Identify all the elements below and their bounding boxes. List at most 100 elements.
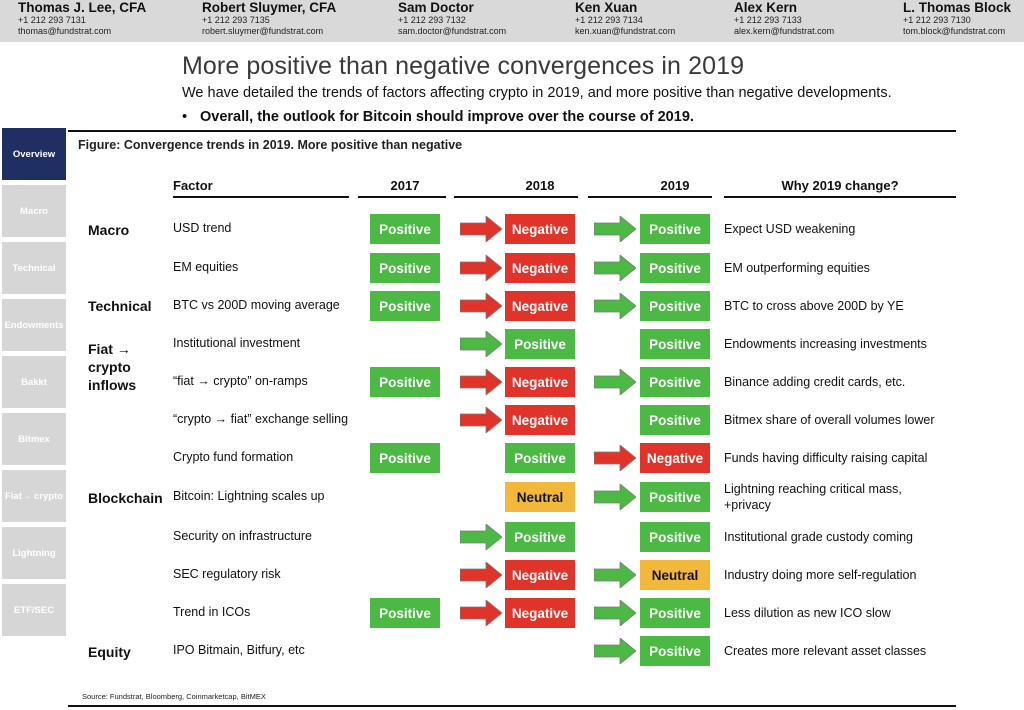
- red-arrow-icon: [459, 254, 503, 282]
- sidebar-item-bitmex[interactable]: Bitmex: [2, 413, 66, 465]
- green-arrow-icon: [459, 523, 503, 551]
- analyst-email[interactable]: thomas@fundstrat.com: [18, 26, 112, 36]
- status-badge-y2017: Positive: [370, 291, 440, 321]
- analyst-phone: +1 212 293 7130: [903, 15, 971, 25]
- green-arrow-icon: [593, 292, 637, 320]
- change-reason: Less dilution as new ICO slow: [724, 606, 891, 620]
- sidebar-item-fiat-crypto[interactable]: Fiat→ crypto: [2, 470, 66, 522]
- sidebar-item-bakkt[interactable]: Bakkt: [2, 356, 66, 408]
- analyst-name: Thomas J. Lee, CFA: [18, 0, 147, 15]
- status-badge-y2019: Positive: [640, 522, 710, 552]
- analyst-contact: Alex Kern +1 212 293 7133 alex.kern@fund…: [734, 0, 834, 37]
- factor-label: SEC regulatory risk: [173, 567, 281, 581]
- status-badge-y2017: Positive: [370, 367, 440, 397]
- status-badge-y2019: Positive: [640, 367, 710, 397]
- status-badge-y2019: Positive: [640, 291, 710, 321]
- analyst-header-bar: Thomas J. Lee, CFA +1 212 293 7131 thoma…: [0, 0, 1024, 42]
- factor-label: IPO Bitmain, Bitfury, etc: [173, 643, 305, 657]
- analyst-name: Sam Doctor: [398, 0, 474, 15]
- analyst-phone: +1 212 293 7135: [202, 15, 270, 25]
- status-badge-y2019: Neutral: [640, 560, 710, 590]
- analyst-email[interactable]: ken.xuan@fundstrat.com: [575, 26, 676, 36]
- column-header-2017: 2017: [390, 178, 420, 193]
- status-badge-y2019: Positive: [640, 482, 710, 512]
- sidebar-item-etf-sec[interactable]: ETF/SEC: [2, 584, 66, 636]
- green-arrow-icon: [459, 330, 503, 358]
- sidebar-item-endowments[interactable]: Endowments: [2, 299, 66, 351]
- factor-label: “crypto → fiat” exchange selling: [173, 412, 349, 426]
- key-takeaway-bullet: • Overall, the outlook for Bitcoin should…: [182, 109, 694, 125]
- green-arrow-icon: [593, 215, 637, 243]
- sidebar-item-lightning[interactable]: Lightning: [2, 527, 66, 579]
- column-header-factor: Factor: [173, 178, 213, 193]
- sidebar-item-macro[interactable]: Macro: [2, 185, 66, 237]
- analyst-contact: Thomas J. Lee, CFA +1 212 293 7131 thoma…: [18, 0, 146, 37]
- header-underline: [588, 196, 712, 198]
- change-reason: Endowments increasing investments: [724, 337, 927, 351]
- status-badge-y2018: Negative: [505, 291, 575, 321]
- status-badge-y2019: Positive: [640, 405, 710, 435]
- status-badge-y2017: Positive: [370, 253, 440, 283]
- status-badge-y2019: Negative: [640, 443, 710, 473]
- status-badge-y2018: Positive: [505, 329, 575, 359]
- factor-label: Bitcoin: Lightning scales up: [173, 489, 325, 503]
- status-badge-y2019: Positive: [640, 329, 710, 359]
- red-arrow-icon: [459, 368, 503, 396]
- group-label-equity: Equity: [88, 644, 131, 660]
- analyst-contact: Ken Xuan +1 212 293 7134 ken.xuan@fundst…: [575, 0, 675, 37]
- green-arrow-icon: [593, 637, 637, 665]
- status-badge-y2019: Positive: [640, 253, 710, 283]
- analyst-name: Ken Xuan: [575, 0, 638, 15]
- green-arrow-icon: [593, 599, 637, 627]
- status-badge-y2019: Positive: [640, 598, 710, 628]
- green-arrow-icon: [593, 483, 637, 511]
- sidebar-item-technical[interactable]: Technical: [2, 242, 66, 294]
- analyst-email[interactable]: alex.kern@fundstrat.com: [734, 26, 835, 36]
- key-takeaway-text: Overall, the outlook for Bitcoin should …: [200, 109, 694, 125]
- analyst-name: Alex Kern: [734, 0, 798, 15]
- figure-caption: Figure: Convergence trends in 2019. More…: [78, 138, 463, 152]
- sidebar-item-overview[interactable]: Overview: [2, 128, 66, 180]
- bullet-dot-icon: •: [182, 109, 188, 125]
- status-badge-y2018: Negative: [505, 405, 575, 435]
- change-reason: Industry doing more self-regulation: [724, 568, 917, 582]
- group-label-blockchain: Blockchain: [88, 490, 163, 506]
- title-divider: [68, 130, 956, 132]
- header-underline: [454, 196, 578, 198]
- analyst-contact: Sam Doctor +1 212 293 7132 sam.doctor@fu…: [398, 0, 506, 37]
- green-arrow-icon: [593, 368, 637, 396]
- analyst-phone: +1 212 293 7131: [18, 15, 86, 25]
- factor-label: Security on infrastructure: [173, 529, 312, 543]
- analyst-phone: +1 212 293 7134: [575, 15, 643, 25]
- analyst-name: Robert Sluymer, CFA: [202, 0, 337, 15]
- green-arrow-icon: [593, 561, 637, 589]
- analyst-email[interactable]: robert.sluymer@fundstrat.com: [202, 26, 324, 36]
- factor-label: BTC vs 200D moving average: [173, 298, 340, 312]
- change-reason: Bitmex share of overall volumes lower: [724, 413, 935, 427]
- status-badge-y2018: Negative: [505, 598, 575, 628]
- status-badge-y2018: Negative: [505, 214, 575, 244]
- red-arrow-icon: [459, 561, 503, 589]
- group-label-macro: Macro: [88, 222, 130, 238]
- factor-label: Crypto fund formation: [173, 450, 294, 464]
- status-badge-y2018: Positive: [505, 522, 575, 552]
- analyst-email[interactable]: tom.block@fundstrat.com: [903, 26, 1006, 36]
- column-header-2019: 2019: [660, 178, 690, 193]
- footer-rule: [68, 705, 956, 707]
- status-badge-y2019: Positive: [640, 214, 710, 244]
- source-note: Source: Fundstrat, Bloomberg, Coinmarket…: [82, 692, 266, 701]
- status-badge-y2019: Positive: [640, 636, 710, 666]
- status-badge-y2017: Positive: [370, 598, 440, 628]
- factor-label: EM equities: [173, 260, 239, 274]
- status-badge-y2018: Neutral: [505, 482, 575, 512]
- status-badge-y2017: Positive: [370, 214, 440, 244]
- slide-subtitle: We have detailed the trends of factors a…: [182, 85, 892, 101]
- status-badge-y2017: Positive: [370, 443, 440, 473]
- change-reason: Creates more relevant asset classes: [724, 644, 927, 658]
- header-underline: [724, 196, 956, 198]
- analyst-email[interactable]: sam.doctor@fundstrat.com: [398, 26, 507, 36]
- change-reason: Institutional grade custody coming: [724, 530, 913, 544]
- factor-label: USD trend: [173, 221, 232, 235]
- status-badge-y2018: Negative: [505, 560, 575, 590]
- analyst-contact: Robert Sluymer, CFA +1 212 293 7135 robe…: [202, 0, 336, 37]
